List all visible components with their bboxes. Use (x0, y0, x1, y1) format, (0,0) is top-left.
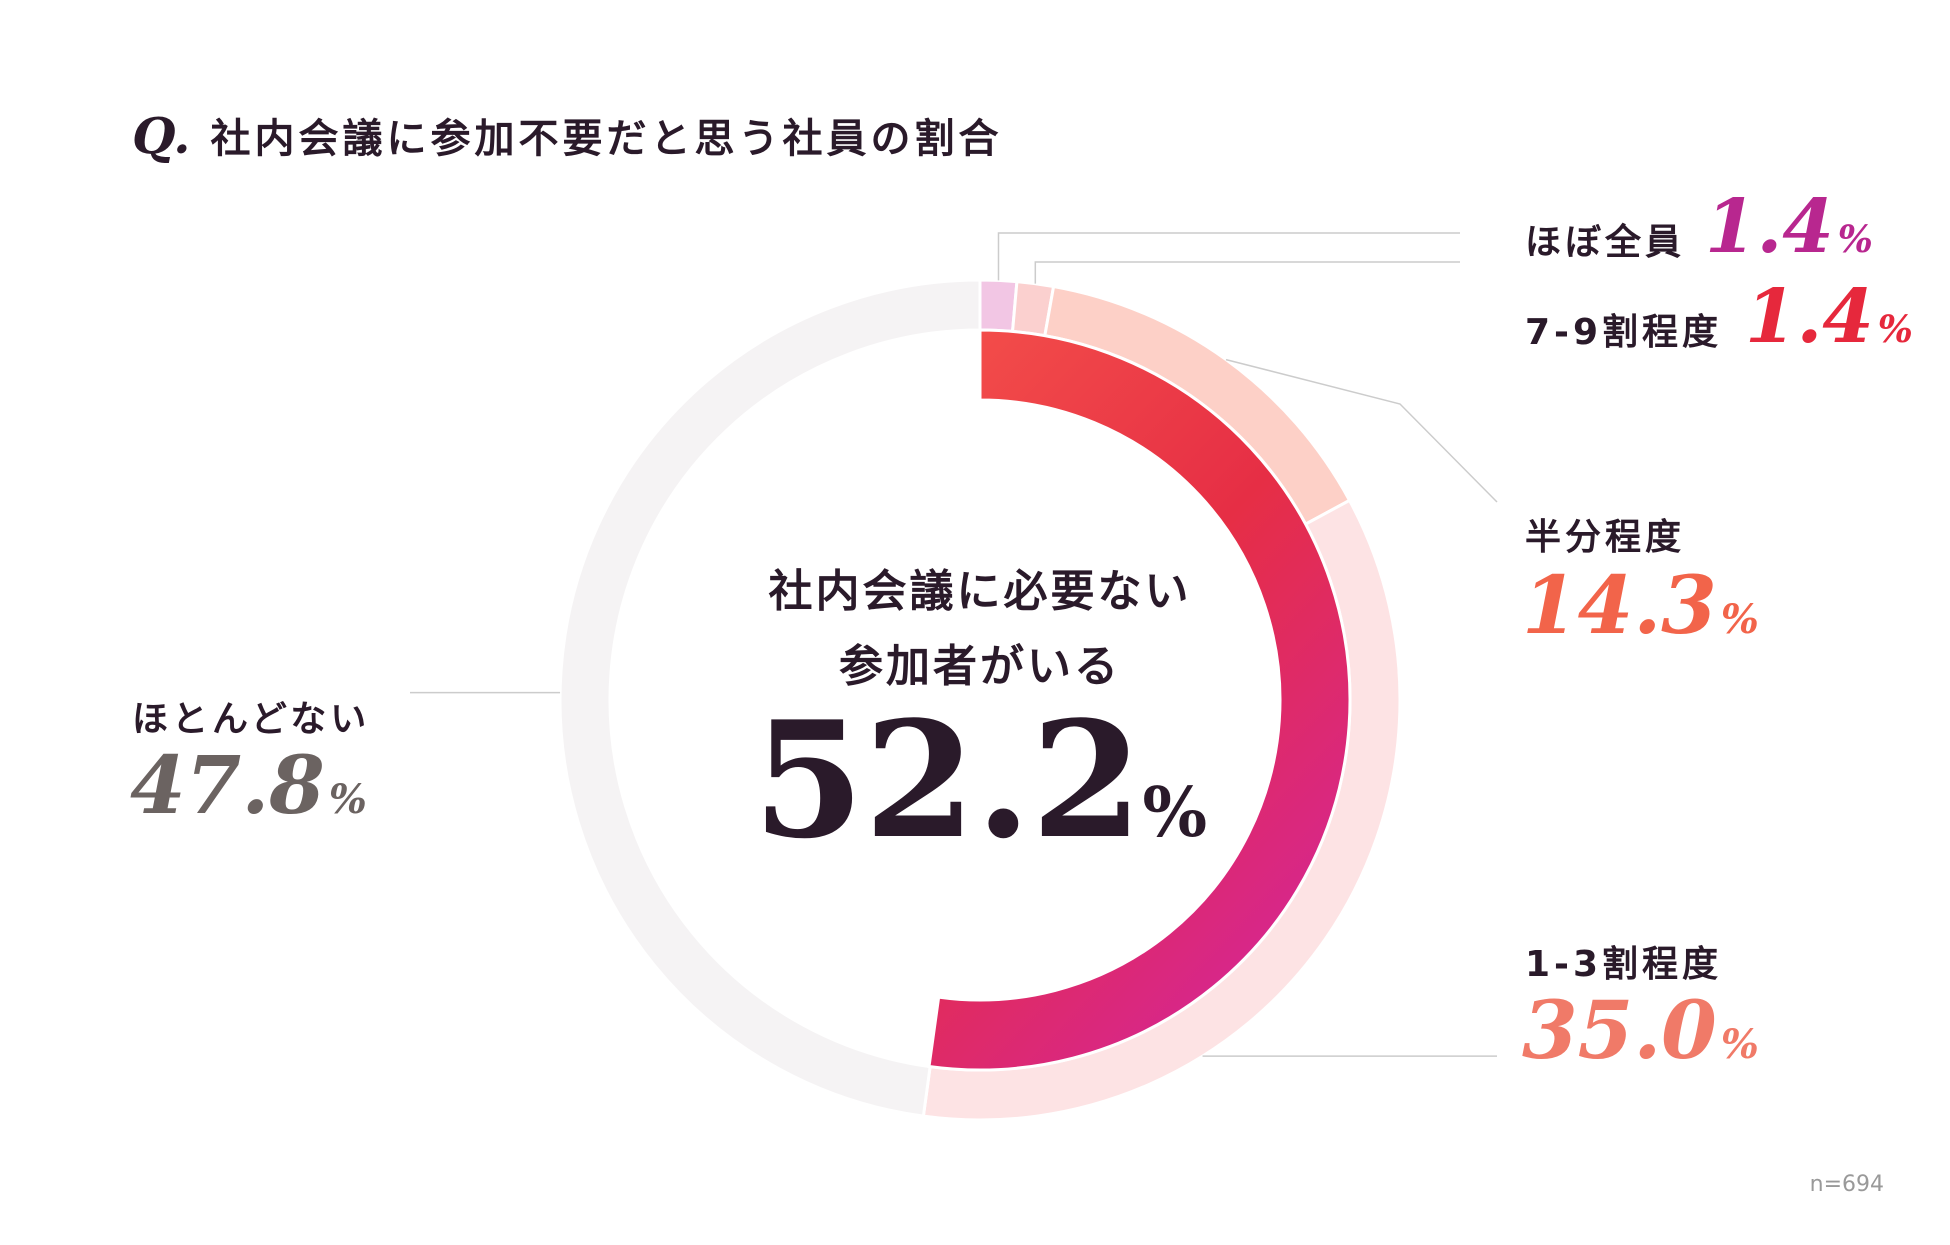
leader-lines (410, 232, 1498, 1057)
value-seven-nine: 1.4% (1745, 280, 1913, 354)
center-value-number: 52.2 (752, 686, 1143, 874)
chart-title: Q. 社内会議に参加不要だと思う社員の割合 (132, 100, 1002, 170)
label-almost-none: ほとんどない (132, 699, 371, 740)
leader-seven-nine (1034, 261, 1460, 284)
value-one-three-number: 35.0 (1522, 983, 1717, 1077)
center-value-unit: % (1142, 773, 1208, 853)
question-mark: Q. (132, 105, 191, 165)
value-half-number: 14.3 (1522, 558, 1717, 652)
slice-outer-almost-none (558, 278, 982, 1118)
outer-ring (558, 278, 1402, 1122)
value-one-three-unit: % (1720, 1021, 1759, 1068)
value-almost-all-number: 1.4 (1705, 184, 1834, 270)
value-seven-nine-unit: % (1877, 307, 1913, 351)
value-almost-all-unit: % (1837, 217, 1873, 261)
label-one-three: 1-3割程度 (1525, 944, 1723, 985)
label-almost-all: ほぼ全員 (1525, 222, 1686, 263)
inner-ring (927, 328, 1352, 1072)
value-almost-none: 47.8% (130, 745, 367, 825)
sample-size: n=694 (1809, 1172, 1884, 1197)
leader-almost-all (997, 232, 1460, 281)
leader-half (1225, 358, 1498, 503)
value-almost-all: 1.4% (1705, 190, 1873, 264)
center-line-2: 参加者がいる (839, 641, 1121, 692)
center-line-1: 社内会議に必要ない (768, 566, 1192, 617)
slice-outer-almost-all (978, 278, 1019, 334)
label-half: 半分程度 (1525, 517, 1686, 558)
value-almost-none-unit: % (328, 776, 367, 823)
center-value: 52.2% (740, 700, 1220, 860)
value-almost-none-number: 47.8 (130, 738, 325, 832)
value-one-three: 35.0% (1522, 990, 1759, 1070)
title-text: 社内会議に参加不要だと思う社員の割合 (210, 116, 1003, 162)
slice-inner-needless (927, 328, 1352, 1072)
value-half: 14.3% (1522, 565, 1759, 645)
label-seven-nine: 7-9割程度 (1525, 312, 1723, 353)
value-half-unit: % (1720, 596, 1759, 643)
value-seven-nine-number: 1.4 (1745, 274, 1874, 360)
